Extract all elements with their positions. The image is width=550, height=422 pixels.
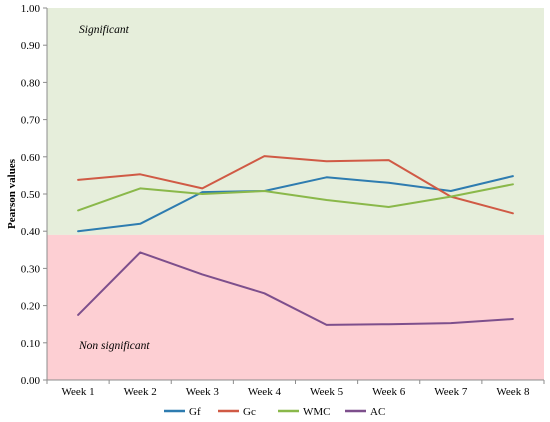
non-significant-label: Non significant [78,340,150,352]
y-tick-label: 0.60 [21,152,41,164]
non-significant-region [47,234,544,380]
series-line-ac [77,251,514,326]
y-tick-label: 0.70 [21,115,41,127]
y-tick-label: 0.50 [21,189,41,201]
legend-label-ac: AC [370,406,385,418]
significant-region [47,8,544,235]
y-tick-label: 0.00 [21,375,41,387]
significant-label: Significant [79,24,130,36]
legend-label-wmc: WMC [303,406,331,418]
x-tick-label: Week 5 [310,386,344,398]
y-tick-label: 0.90 [21,40,41,52]
y-tick-label: 0.30 [21,263,41,275]
legend-label-gc: Gc [243,406,256,418]
x-tick-label: Week 2 [124,386,157,398]
y-tick-label: 0.40 [21,226,41,238]
y-tick-label: 0.20 [21,301,41,313]
y-tick-label: 0.80 [21,77,41,89]
legend-label-gf: Gf [189,406,201,418]
x-tick-label: Week 1 [62,386,95,398]
x-tick-label: Week 3 [186,386,220,398]
series-line-wmc [77,183,514,212]
y-axis-title: Pearson values [6,158,18,229]
series-line-gc [77,155,514,215]
x-tick-label: Week 8 [496,386,530,398]
y-tick-label: 1.00 [21,3,41,15]
y-tick-label: 0.10 [21,338,41,350]
x-tick-label: Week 6 [372,386,406,398]
x-tick-label: Week 7 [434,386,468,398]
x-tick-label: Week 4 [248,386,282,398]
